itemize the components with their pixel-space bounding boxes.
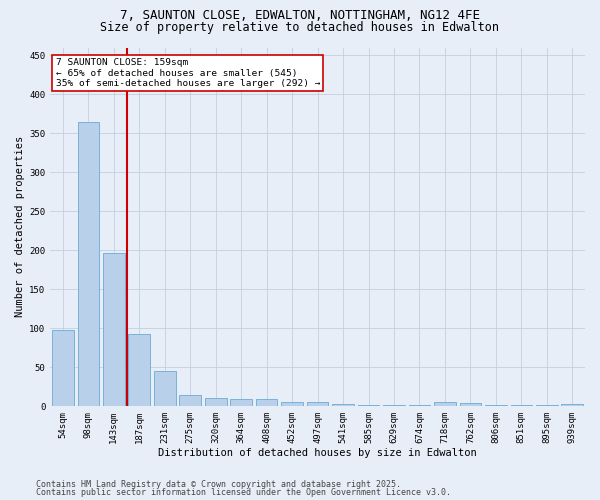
Bar <box>332 404 354 406</box>
Text: 7, SAUNTON CLOSE, EDWALTON, NOTTINGHAM, NG12 4FE: 7, SAUNTON CLOSE, EDWALTON, NOTTINGHAM, … <box>120 9 480 22</box>
Y-axis label: Number of detached properties: Number of detached properties <box>15 136 25 318</box>
Bar <box>307 402 328 406</box>
Bar <box>460 403 481 406</box>
Bar <box>128 334 150 406</box>
Bar <box>256 399 277 406</box>
Bar <box>281 402 303 406</box>
Bar <box>154 371 176 406</box>
Text: Contains HM Land Registry data © Crown copyright and database right 2025.: Contains HM Land Registry data © Crown c… <box>36 480 401 489</box>
Bar <box>103 254 125 406</box>
Bar <box>358 404 379 406</box>
Text: 7 SAUNTON CLOSE: 159sqm
← 65% of detached houses are smaller (545)
35% of semi-d: 7 SAUNTON CLOSE: 159sqm ← 65% of detache… <box>56 58 320 88</box>
Bar <box>230 399 252 406</box>
Bar <box>179 396 201 406</box>
Bar <box>77 122 99 406</box>
Bar <box>52 330 74 406</box>
Bar <box>205 398 227 406</box>
Text: Size of property relative to detached houses in Edwalton: Size of property relative to detached ho… <box>101 22 499 35</box>
Bar <box>434 402 456 406</box>
Text: Contains public sector information licensed under the Open Government Licence v3: Contains public sector information licen… <box>36 488 451 497</box>
Bar <box>562 404 583 406</box>
X-axis label: Distribution of detached houses by size in Edwalton: Distribution of detached houses by size … <box>158 448 477 458</box>
